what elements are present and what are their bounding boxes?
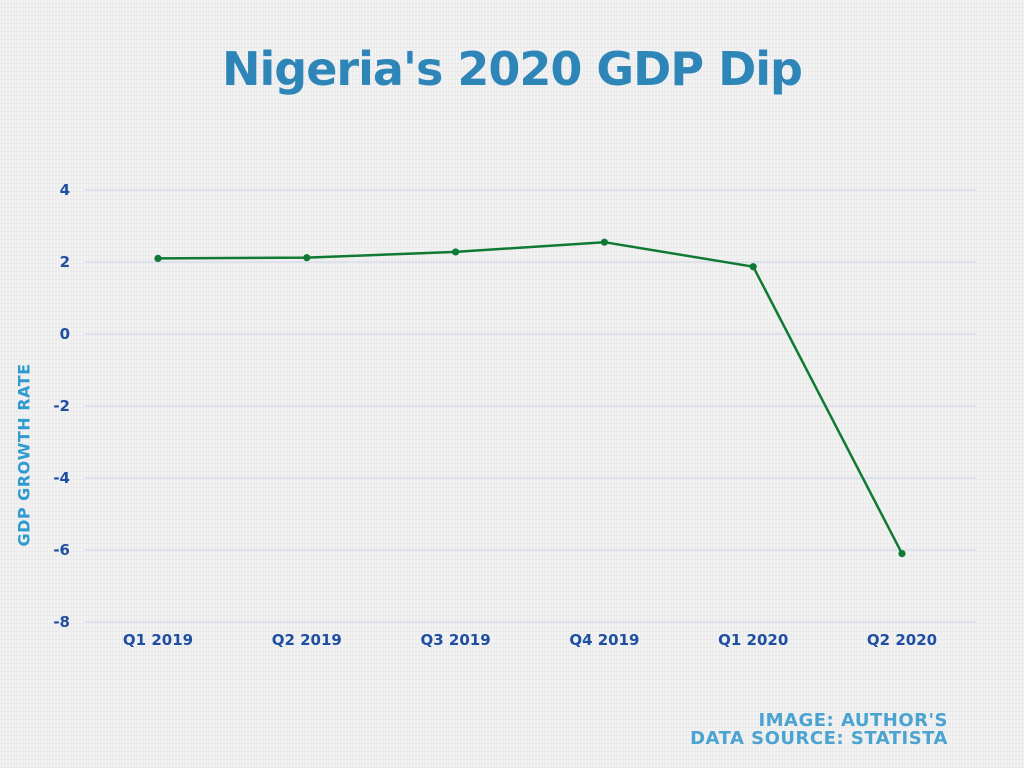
credit-image: IMAGE: AUTHOR'S xyxy=(758,710,948,731)
x-tick-label: Q1 2020 xyxy=(718,631,788,649)
y-tick-label: -4 xyxy=(53,469,70,487)
data-point xyxy=(898,550,906,558)
x-tick-label: Q2 2019 xyxy=(272,631,342,649)
gridlines xyxy=(85,189,976,623)
chart-title: Nigeria's 2020 GDP Dip xyxy=(222,42,803,96)
y-tick-label: -6 xyxy=(53,541,70,559)
x-tick-label: Q4 2019 xyxy=(569,631,639,649)
y-tick-label: 0 xyxy=(60,325,70,343)
series-layer xyxy=(154,238,906,558)
y-tick-label: -8 xyxy=(53,613,70,631)
y-tick-labels: 4 2 0 -2 -4 -6 -8 xyxy=(53,181,70,631)
y-tick-label: -2 xyxy=(53,397,70,415)
x-tick-label: Q2 2020 xyxy=(867,631,937,649)
x-tick-label: Q1 2019 xyxy=(123,631,193,649)
data-point xyxy=(154,254,162,262)
y-tick-label: 4 xyxy=(60,181,70,199)
x-tick-labels: Q1 2019 Q2 2019 Q3 2019 Q4 2019 Q1 2020 Q2 20… xyxy=(123,631,937,649)
data-point xyxy=(303,254,311,262)
data-point xyxy=(452,248,460,256)
series-line xyxy=(157,240,904,555)
data-point xyxy=(600,238,609,246)
data-point xyxy=(749,263,757,271)
y-tick-label: 2 xyxy=(60,253,70,271)
credit-source: DATA SOURCE: STATISTA xyxy=(690,728,948,749)
x-tick-label: Q3 2019 xyxy=(421,631,491,649)
